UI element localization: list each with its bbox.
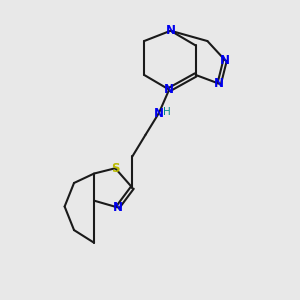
Text: N: N xyxy=(112,201,123,214)
Text: N: N xyxy=(164,83,174,96)
Text: H: H xyxy=(163,107,171,117)
Text: N: N xyxy=(154,107,164,120)
Text: N: N xyxy=(214,77,224,90)
Text: N: N xyxy=(220,54,230,67)
Text: S: S xyxy=(111,162,119,175)
Text: N: N xyxy=(166,24,176,37)
